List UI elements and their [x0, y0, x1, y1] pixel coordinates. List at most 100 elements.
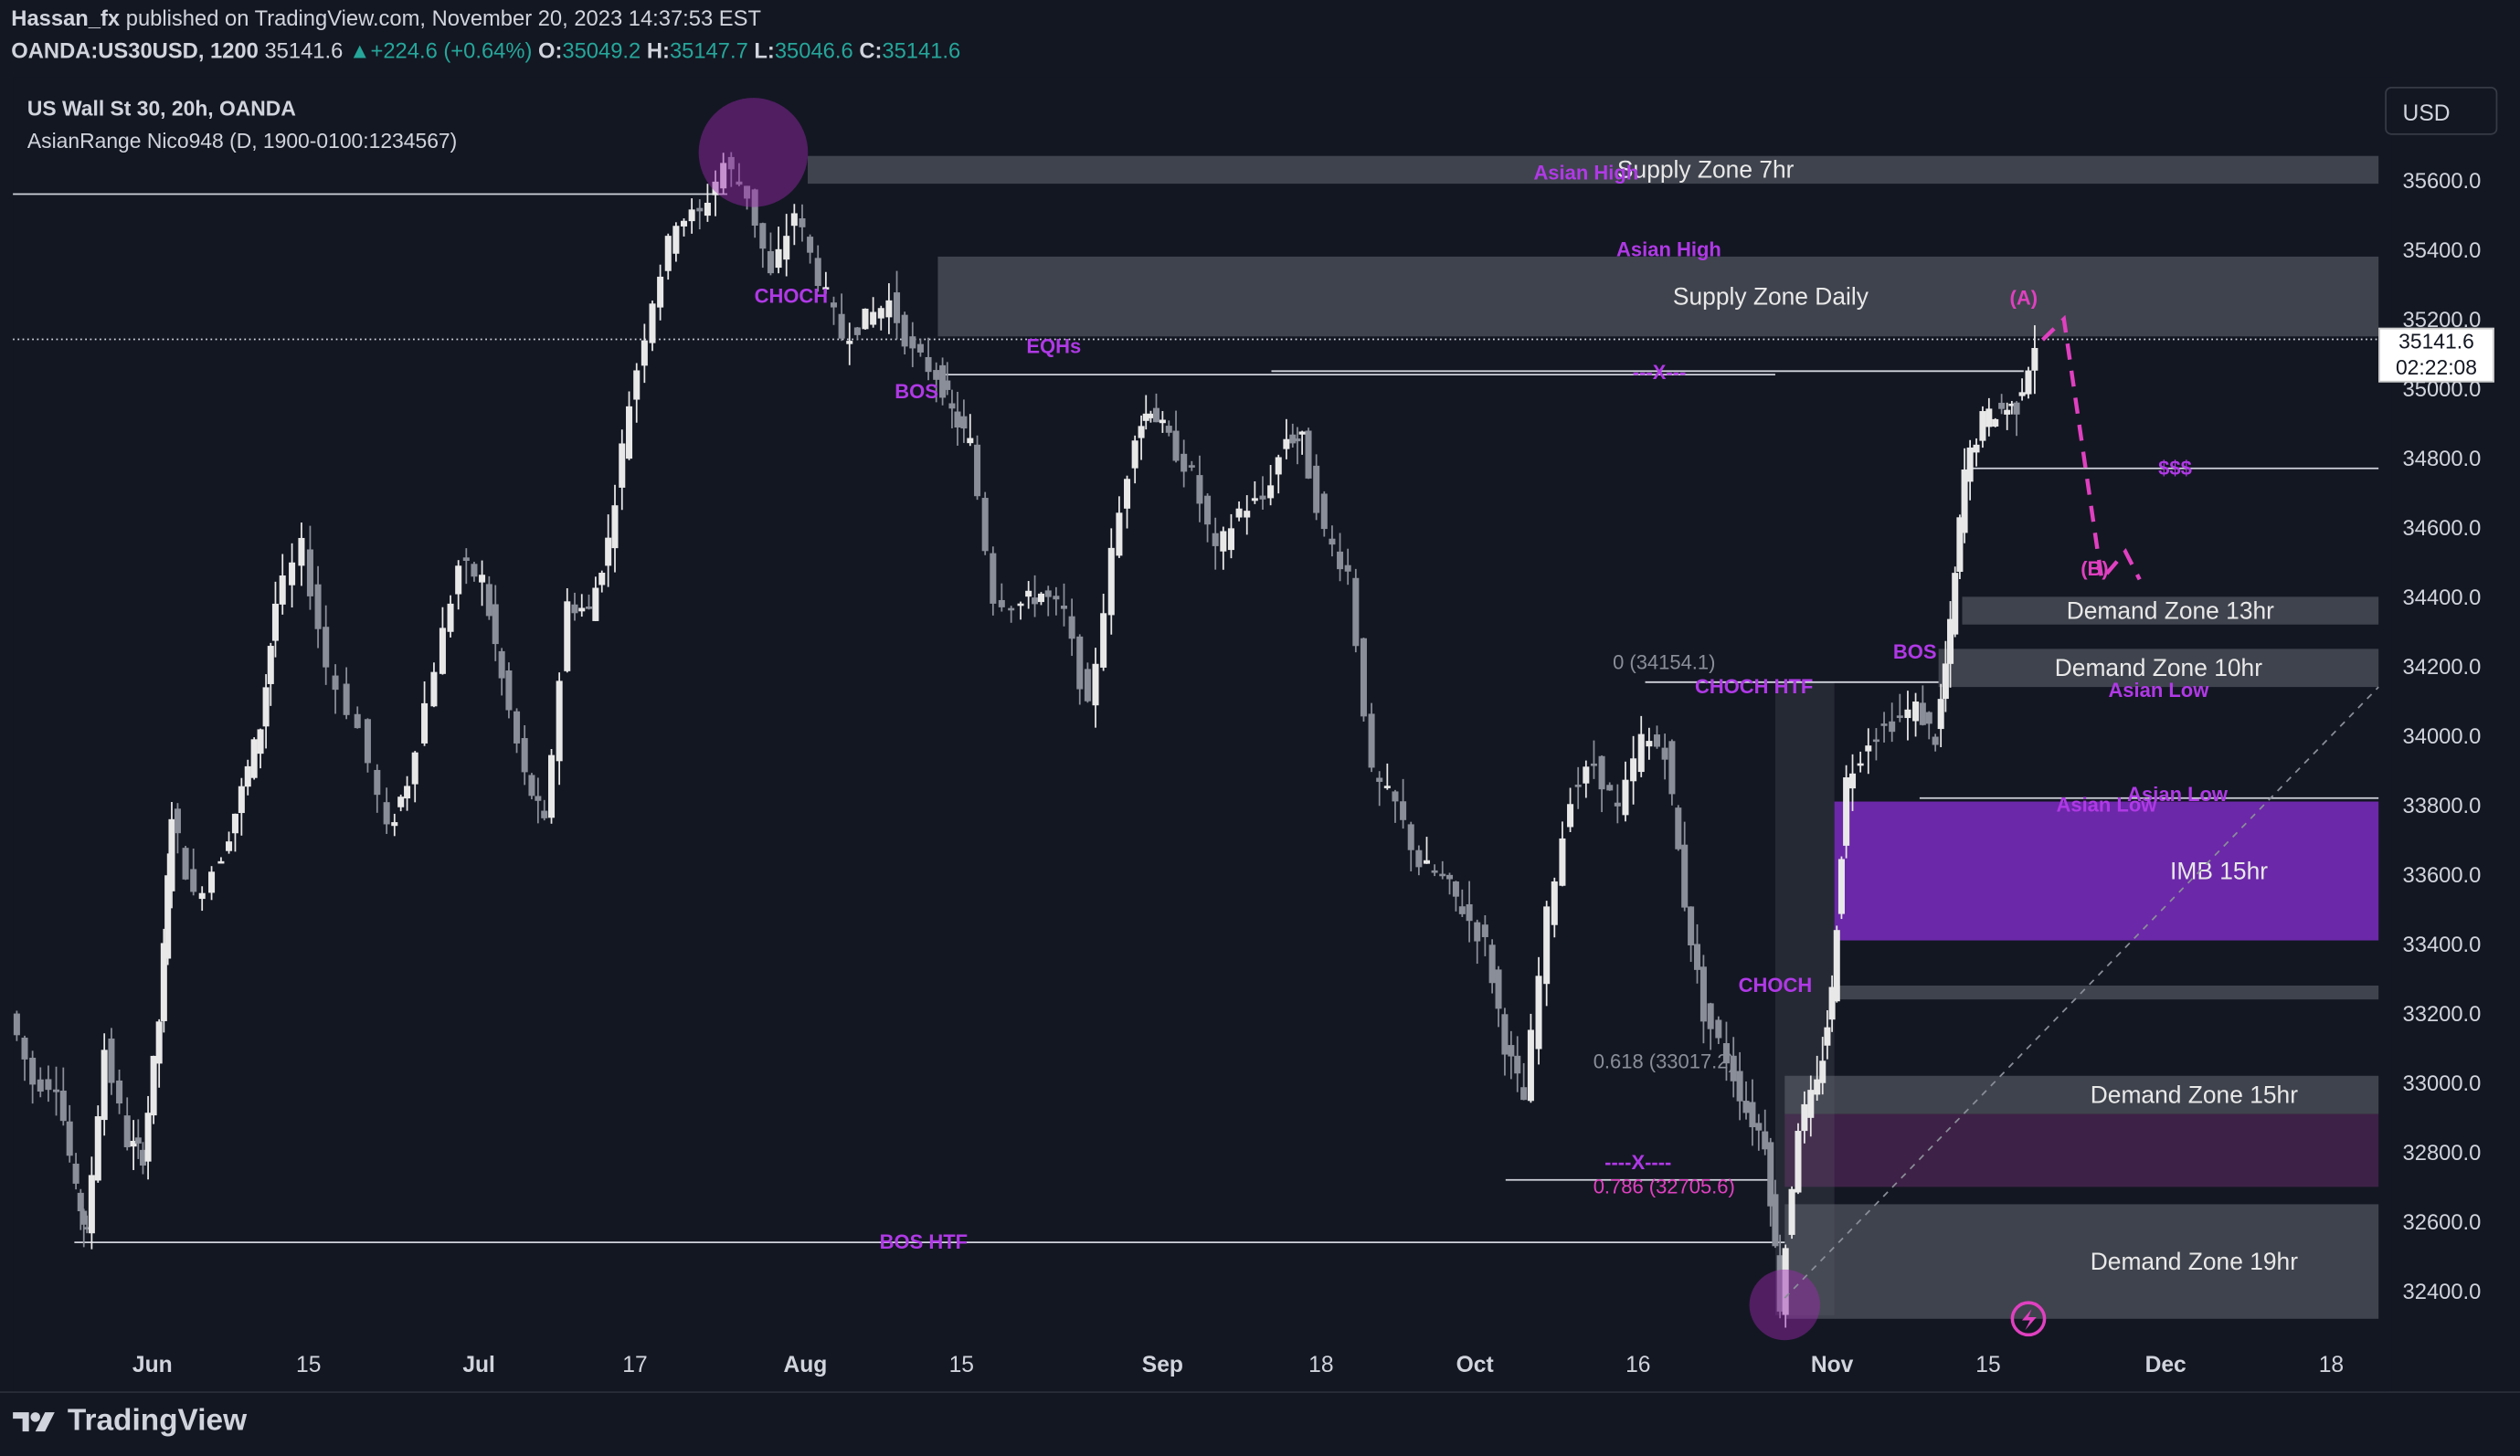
candle-body: [1973, 444, 1980, 453]
candle-body: [1653, 734, 1661, 747]
chart-annotation: 0.786 (32705.6): [1594, 1175, 1735, 1198]
candle-body: [1849, 773, 1857, 789]
candle-body: [250, 739, 258, 778]
candle-body: [1590, 763, 1597, 766]
candle-body: [1801, 1103, 1808, 1132]
symbol-label: OANDA:US30USD, 1200: [11, 38, 259, 63]
candle-body: [790, 213, 798, 227]
candle-body: [1574, 785, 1582, 787]
candle-body: [2004, 409, 2011, 415]
candle-body: [1715, 1019, 1722, 1039]
candle-body: [680, 220, 688, 227]
candle-body: [1947, 618, 1954, 664]
candle-body: [72, 1163, 79, 1184]
candle-body: [1520, 1087, 1528, 1101]
candle-body: [314, 584, 322, 629]
candle-body: [88, 1175, 95, 1234]
price-chart-svg[interactable]: Supply Zone 7hr Supply Zone Daily Demand Z…: [13, 77, 2520, 1391]
candle-body: [1107, 547, 1115, 616]
candle-body: [1583, 766, 1590, 784]
candle-body: [1400, 801, 1407, 820]
candle-body: [1259, 495, 1266, 500]
candle-body: [492, 604, 499, 645]
tradingview-logo-icon: [13, 1412, 55, 1432]
candle-body: [1337, 551, 1344, 570]
candle-body: [925, 356, 932, 373]
candle-body: [1008, 607, 1015, 611]
candle-body: [485, 584, 492, 617]
candle-body: [83, 1227, 90, 1229]
candle-body: [1889, 721, 1896, 733]
candle-body: [998, 599, 1005, 607]
candle-body: [712, 181, 719, 195]
candle-body: [846, 341, 853, 344]
currency-button[interactable]: USD: [2385, 86, 2498, 135]
candle-body: [933, 370, 940, 380]
candle-body: [1138, 426, 1145, 438]
brand-name: TradingView: [67, 1404, 248, 1439]
candle-body: [862, 308, 869, 330]
candle-body: [2031, 347, 2038, 371]
swing-high-highlight: [698, 98, 809, 207]
candle-body: [1329, 538, 1336, 545]
candle-body: [1227, 528, 1234, 551]
candle-body: [1320, 493, 1328, 530]
x-axis-tick-label: Dec: [2145, 1353, 2186, 1377]
chart-annotation: Asian Low: [2108, 679, 2209, 702]
candle-body: [134, 1137, 142, 1144]
candle-body: [541, 810, 548, 818]
candle-body: [1865, 745, 1872, 752]
candle-body: [1251, 498, 1258, 501]
zone-label: Supply Zone Daily: [1673, 282, 1869, 310]
candle-body: [174, 808, 181, 834]
candle-body: [1956, 517, 1964, 573]
zone-box-4: [1834, 801, 2379, 941]
y-axis-tick-label: 33800.0: [2403, 795, 2482, 818]
candle-body: [123, 1115, 131, 1147]
candle-body: [505, 670, 513, 711]
candle-body: [289, 562, 296, 586]
indicator-legend[interactable]: AsianRange Nico948 (D, 1900-0100:1234567…: [26, 128, 458, 153]
candle-body: [1474, 922, 1481, 942]
low-label: L:: [754, 38, 775, 63]
chart-area[interactable]: Supply Zone 7hr Supply Zone Daily Demand Z…: [13, 77, 2481, 1392]
candle-body: [605, 537, 612, 566]
x-axis-tick-label: 15: [949, 1353, 974, 1377]
zone-label: Supply Zone 7hr: [1617, 156, 1795, 184]
candle-body: [592, 587, 599, 621]
bar-countdown: 02:22:08: [2395, 354, 2477, 380]
alert-lightning-icon: [2010, 1301, 2047, 1337]
candle-body: [1880, 723, 1888, 726]
candle-body: [1598, 755, 1605, 790]
candle-body: [323, 627, 330, 668]
candle-body: [1567, 804, 1574, 828]
candle-body: [838, 313, 845, 339]
tradingview-logo[interactable]: TradingView: [13, 1404, 247, 1440]
candle-body: [1637, 733, 1645, 773]
y-axis-tick-label: 34000.0: [2403, 725, 2482, 749]
candle-body: [744, 185, 751, 199]
chart-annotation: BOS: [895, 380, 938, 403]
candle-body: [332, 675, 339, 691]
candle-body: [190, 869, 197, 892]
candle-body: [354, 713, 361, 729]
candle-body: [1782, 1248, 1789, 1315]
candle-body: [1833, 930, 1840, 1002]
candle-body: [455, 565, 462, 595]
candle-body: [262, 687, 270, 727]
candle-body: [1872, 739, 1879, 743]
x-axis-tick-label: 16: [1625, 1353, 1650, 1377]
candle-body: [421, 702, 429, 744]
candle-body: [767, 250, 774, 274]
candle-body: [1068, 616, 1075, 639]
candle-body: [960, 416, 968, 429]
candle-body: [1084, 669, 1091, 702]
candle-body: [144, 1113, 152, 1162]
x-axis-tick-label: Aug: [783, 1353, 827, 1377]
candle-body: [1360, 638, 1367, 717]
candle-body: [1925, 712, 1932, 724]
publish-date: published on TradingView.com, November 2…: [125, 6, 761, 31]
open-label: O:: [538, 38, 563, 63]
candle-body: [1032, 597, 1039, 605]
chart-annotation: CHOCH HTF: [1695, 675, 1813, 698]
